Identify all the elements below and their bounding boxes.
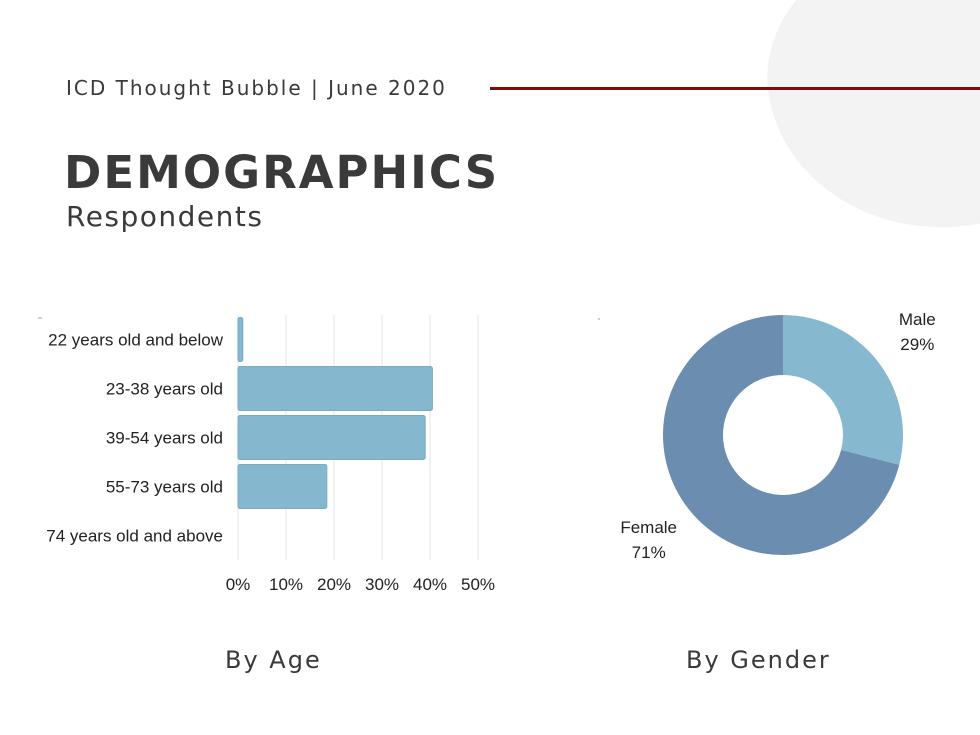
age-bar-chart: 0% 10% 20% 30% 40% 50% 22 years old and below 2… xyxy=(38,315,495,594)
x-tick-label: 50% xyxy=(461,575,495,594)
gender-chart-caption: By Gender xyxy=(686,646,831,674)
category-label: 22 years old and below xyxy=(48,331,224,350)
x-tick-label: 10% xyxy=(269,575,303,594)
page-title: DEMOGRAPHICS xyxy=(64,146,500,199)
publication-line: ICD Thought Bubble | June 2020 xyxy=(66,76,447,100)
slice-value-label: 71% xyxy=(632,543,666,562)
x-tick-label: 30% xyxy=(365,575,399,594)
bar xyxy=(237,415,426,460)
slice-label: Female xyxy=(620,518,677,537)
category-label: 39-54 years old xyxy=(106,429,223,448)
bar xyxy=(237,366,433,411)
category-label: 74 years old and above xyxy=(46,527,223,546)
page-subtitle: Respondents xyxy=(66,200,264,233)
x-tick-label: 20% xyxy=(317,575,351,594)
category-label: 23-38 years old xyxy=(106,380,223,399)
slice-value-label: 29% xyxy=(900,335,934,354)
x-tick-label: 40% xyxy=(413,575,447,594)
gender-donut-chart: Male 29% Female 71% xyxy=(598,310,936,562)
header-rule xyxy=(490,87,980,90)
pie-slice-male xyxy=(783,315,903,465)
bar xyxy=(237,464,328,509)
background-blob xyxy=(743,0,980,262)
age-chart-caption: By Age xyxy=(225,646,322,674)
x-tick-label: 0% xyxy=(226,575,251,594)
slice-label: Male xyxy=(899,310,936,329)
bar xyxy=(237,317,244,362)
pie-slice-female xyxy=(663,315,900,555)
category-label: 55-73 years old xyxy=(106,478,223,497)
